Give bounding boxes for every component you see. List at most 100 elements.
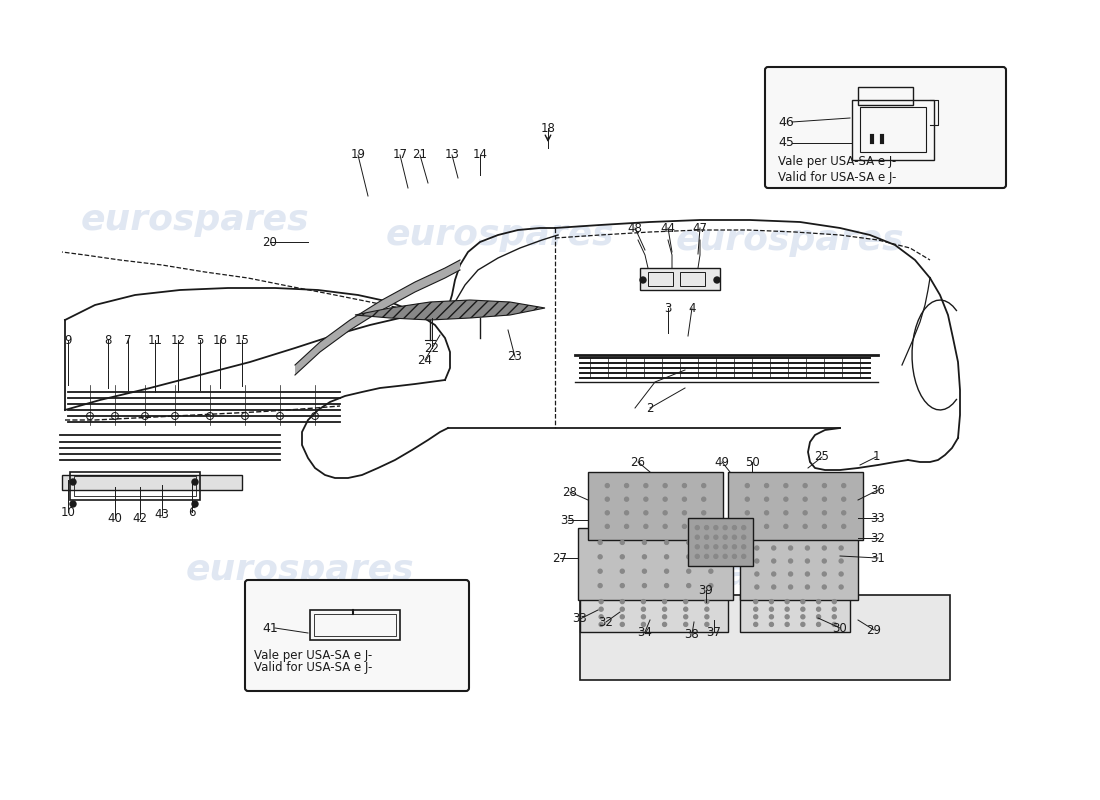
Polygon shape bbox=[355, 300, 544, 320]
Text: 18: 18 bbox=[540, 122, 556, 134]
Text: Vale per USA-SA e J-: Vale per USA-SA e J- bbox=[254, 649, 372, 662]
Text: 37: 37 bbox=[706, 626, 722, 638]
Text: 41: 41 bbox=[262, 622, 277, 634]
Bar bbox=[852, 100, 934, 160]
Text: 33: 33 bbox=[870, 511, 886, 525]
Bar bbox=[858, 87, 913, 105]
Circle shape bbox=[620, 607, 625, 611]
Circle shape bbox=[839, 546, 843, 550]
Circle shape bbox=[805, 559, 810, 563]
Circle shape bbox=[598, 555, 602, 558]
Circle shape bbox=[785, 622, 789, 626]
Circle shape bbox=[662, 600, 667, 603]
Circle shape bbox=[600, 607, 603, 611]
Circle shape bbox=[764, 525, 769, 528]
Circle shape bbox=[785, 614, 789, 619]
Circle shape bbox=[769, 614, 773, 619]
Circle shape bbox=[816, 600, 821, 603]
Text: 43: 43 bbox=[155, 509, 169, 522]
Circle shape bbox=[625, 525, 628, 528]
Circle shape bbox=[620, 584, 625, 587]
Bar bbox=[314, 614, 396, 636]
Text: 42: 42 bbox=[132, 511, 147, 525]
Bar bbox=[648, 272, 673, 286]
Circle shape bbox=[801, 622, 805, 626]
Circle shape bbox=[705, 614, 708, 619]
Circle shape bbox=[705, 622, 708, 626]
Text: 1: 1 bbox=[872, 450, 880, 463]
Circle shape bbox=[714, 554, 718, 558]
Circle shape bbox=[620, 622, 625, 626]
Polygon shape bbox=[320, 320, 350, 352]
Circle shape bbox=[684, 607, 688, 611]
Circle shape bbox=[769, 600, 773, 603]
Circle shape bbox=[803, 483, 807, 488]
Text: 49: 49 bbox=[715, 455, 729, 469]
Text: 32: 32 bbox=[598, 615, 614, 629]
Circle shape bbox=[686, 570, 691, 573]
Circle shape bbox=[764, 511, 769, 515]
Circle shape bbox=[785, 600, 789, 603]
Circle shape bbox=[801, 600, 805, 603]
Circle shape bbox=[746, 525, 749, 528]
Circle shape bbox=[823, 546, 826, 550]
Circle shape bbox=[723, 526, 727, 530]
Circle shape bbox=[746, 483, 749, 488]
Circle shape bbox=[754, 600, 758, 603]
Polygon shape bbox=[382, 282, 415, 310]
Circle shape bbox=[803, 497, 807, 501]
Circle shape bbox=[642, 541, 647, 544]
Circle shape bbox=[741, 545, 746, 549]
Bar bbox=[74, 476, 196, 496]
Circle shape bbox=[733, 535, 736, 539]
Bar bbox=[680, 272, 705, 286]
Circle shape bbox=[755, 585, 759, 589]
Circle shape bbox=[641, 614, 646, 619]
Circle shape bbox=[695, 535, 700, 539]
Text: 2: 2 bbox=[647, 402, 653, 414]
Circle shape bbox=[741, 535, 746, 539]
Circle shape bbox=[772, 546, 775, 550]
Circle shape bbox=[620, 555, 625, 558]
Circle shape bbox=[785, 607, 789, 611]
Text: 34: 34 bbox=[638, 626, 652, 638]
Circle shape bbox=[620, 614, 625, 619]
Circle shape bbox=[816, 614, 821, 619]
Circle shape bbox=[705, 545, 708, 549]
Circle shape bbox=[620, 541, 625, 544]
Circle shape bbox=[625, 483, 628, 488]
Circle shape bbox=[70, 501, 76, 507]
Circle shape bbox=[605, 511, 609, 515]
Circle shape bbox=[192, 501, 198, 507]
Circle shape bbox=[723, 554, 727, 558]
Text: 22: 22 bbox=[425, 342, 440, 354]
Circle shape bbox=[823, 585, 826, 589]
Text: 10: 10 bbox=[60, 506, 76, 518]
Circle shape bbox=[784, 497, 788, 501]
Bar bbox=[740, 594, 850, 632]
Polygon shape bbox=[415, 268, 446, 292]
Circle shape bbox=[684, 622, 688, 626]
Circle shape bbox=[823, 572, 826, 576]
Circle shape bbox=[789, 585, 793, 589]
Bar bbox=[578, 528, 733, 600]
Circle shape bbox=[705, 535, 708, 539]
Circle shape bbox=[625, 497, 628, 501]
Circle shape bbox=[833, 600, 836, 603]
Circle shape bbox=[708, 555, 713, 558]
Circle shape bbox=[772, 585, 775, 589]
Circle shape bbox=[839, 572, 843, 576]
Text: 45: 45 bbox=[778, 137, 794, 150]
Circle shape bbox=[805, 585, 810, 589]
Text: 25: 25 bbox=[815, 450, 829, 463]
Text: 29: 29 bbox=[867, 623, 881, 637]
Text: 15: 15 bbox=[234, 334, 250, 346]
Bar bbox=[688, 518, 754, 566]
Text: Vale per USA-SA e J-: Vale per USA-SA e J- bbox=[778, 155, 896, 169]
Text: 31: 31 bbox=[870, 551, 886, 565]
Circle shape bbox=[801, 607, 805, 611]
Circle shape bbox=[598, 570, 602, 573]
Circle shape bbox=[600, 600, 603, 603]
Circle shape bbox=[663, 497, 667, 501]
Circle shape bbox=[702, 511, 706, 515]
